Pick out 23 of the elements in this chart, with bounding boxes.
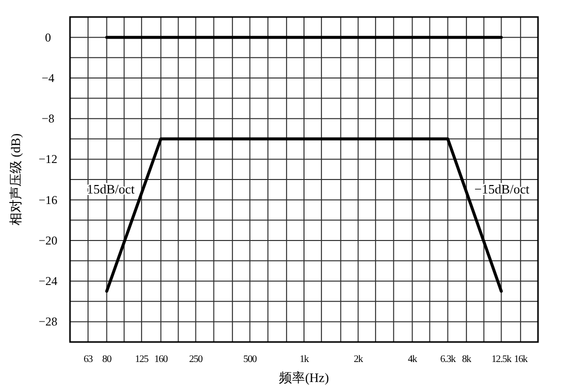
y-tick-label: −12 bbox=[38, 152, 58, 166]
x-tick-label: 125 bbox=[134, 354, 149, 365]
y-tick-label: −28 bbox=[38, 314, 58, 329]
y-tick-label: −8 bbox=[42, 112, 54, 126]
x-tick-label: 250 bbox=[189, 354, 203, 365]
x-tick-label: 63 bbox=[84, 354, 94, 365]
x-tick-label: 12.5k bbox=[492, 354, 512, 365]
y-tick-label: 0 bbox=[45, 30, 51, 44]
x-tick-label: 2k bbox=[354, 354, 364, 365]
y-tick-label: −16 bbox=[38, 192, 58, 207]
x-tick-label: 8k bbox=[462, 354, 472, 365]
x-tick-label: 500 bbox=[243, 354, 258, 365]
x-tick-label: 6.3k bbox=[440, 354, 456, 365]
x-tick-label: 1k bbox=[300, 354, 309, 365]
x-tick-label: 4k bbox=[408, 354, 418, 365]
x-tick-label: 16k bbox=[514, 354, 528, 365]
y-tick-label: −4 bbox=[42, 70, 54, 85]
x-tick-label: 80 bbox=[102, 354, 112, 365]
y-tick-label: −24 bbox=[38, 274, 58, 288]
x-axis-title: 频率(Hz) bbox=[279, 370, 329, 385]
y-tick-label: −20 bbox=[38, 233, 58, 248]
y-axis-title: 相对声压级 (dB) bbox=[8, 133, 23, 226]
x-tick-label: 160 bbox=[154, 354, 168, 365]
